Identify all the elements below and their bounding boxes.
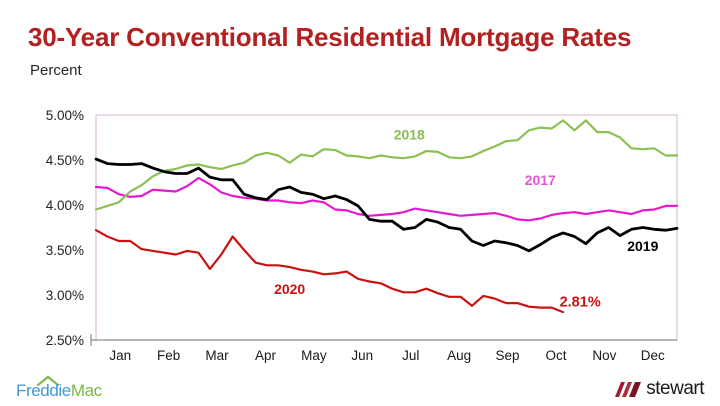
x-axis-tick-label: Jun: [351, 348, 373, 363]
y-axis-tick-label: 2.50%: [46, 333, 84, 348]
series-line-2020: [94, 229, 565, 314]
axis-unit-label: Percent: [30, 62, 82, 79]
series-annotation-2020: 2020: [274, 281, 305, 297]
stewart-wordmark: stewart: [646, 378, 704, 399]
x-axis-tick-label: Apr: [255, 348, 277, 363]
x-axis-tick-label: Jan: [109, 348, 131, 363]
x-axis-tick-label: Dec: [641, 348, 665, 363]
data-value-label: 2.81%: [560, 295, 601, 311]
series-line-2018: [94, 119, 679, 211]
x-axis-tick-label: Feb: [157, 348, 180, 363]
series-annotation-2018: 2018: [394, 126, 425, 142]
x-axis-tick-label: Aug: [447, 348, 471, 363]
series-annotation-2019: 2019: [627, 238, 658, 254]
freddie-mac-wordmark: FreddieMac: [16, 381, 102, 401]
series-annotation-2017: 2017: [525, 172, 556, 188]
freddie-mac-logo: FreddieMac: [16, 376, 156, 402]
x-axis-tick-label: Oct: [545, 348, 566, 363]
x-axis-tick-label: Sep: [496, 348, 520, 363]
stewart-logo: stewart: [609, 376, 704, 402]
series-line-2017: [94, 176, 679, 222]
y-axis-tick-label: 4.00%: [46, 198, 84, 213]
y-axis-tick-label: 3.00%: [46, 288, 84, 303]
mac-word: Mac: [70, 381, 102, 400]
freddie-word: Freddie: [16, 381, 71, 400]
series-line-2019: [94, 157, 679, 253]
y-axis-tick-label: 4.50%: [46, 153, 84, 168]
x-axis-tick-label: Jul: [402, 348, 419, 363]
x-axis-tick-label: May: [301, 348, 327, 363]
y-axis-tick-label: 5.00%: [46, 108, 84, 123]
page-title: 30-Year Conventional Residential Mortgag…: [28, 22, 632, 52]
y-axis-tick-label: 3.50%: [46, 243, 84, 258]
house-roof-icon: [37, 376, 59, 386]
x-axis-tick-label: Nov: [592, 348, 616, 363]
x-axis-tick-label: Mar: [205, 348, 229, 363]
stewart-bars-icon: [615, 381, 642, 397]
